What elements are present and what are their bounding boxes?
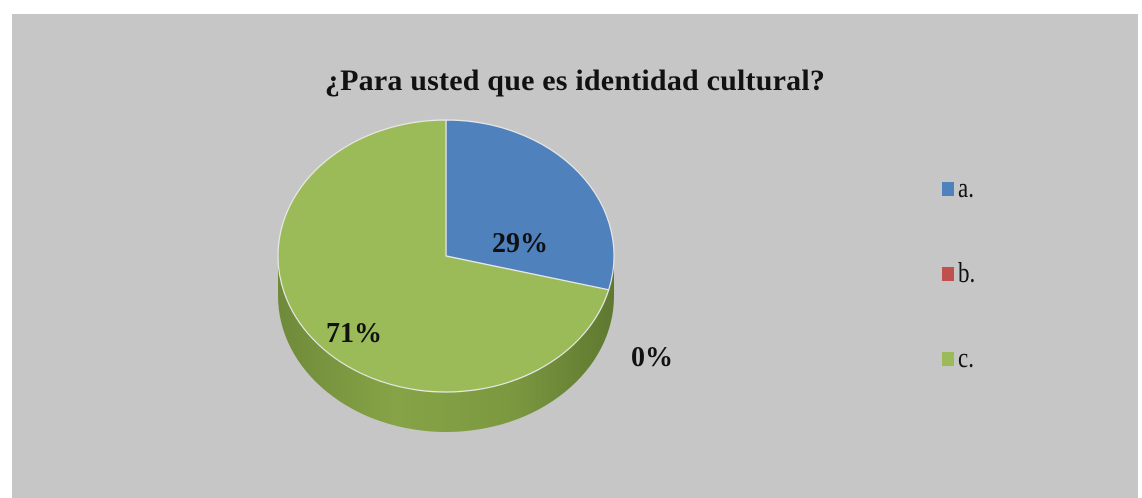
chart-area: 29% 0% 71% ¿Para usted que es identidad cu… [12, 14, 1138, 498]
data-label-a: 29% [492, 228, 548, 259]
legend-label-b: b. [958, 258, 976, 289]
legend-swatch-a [942, 182, 954, 196]
legend-item-c: c. [942, 343, 977, 374]
pie-slice-c [277, 119, 610, 393]
pie-chart: 29% 0% 71% [277, 119, 673, 432]
legend-item-a: a. [942, 173, 977, 204]
legend-swatch-b [942, 267, 954, 281]
data-labels: 29% 0% 71% [326, 228, 673, 373]
data-label-c: 71% [326, 318, 382, 349]
legend-swatch-c [942, 352, 954, 366]
pie-side-wall [278, 256, 614, 432]
chart-title: ¿Para usted que es identidad cultural? [324, 64, 826, 97]
pie-slices [277, 119, 615, 432]
legend-item-b: b. [942, 258, 979, 289]
data-label-b: 0% [631, 342, 673, 373]
legend-label-c: c. [958, 343, 974, 374]
legend-label-a: a. [958, 173, 974, 204]
pie-slice-a [445, 119, 615, 291]
